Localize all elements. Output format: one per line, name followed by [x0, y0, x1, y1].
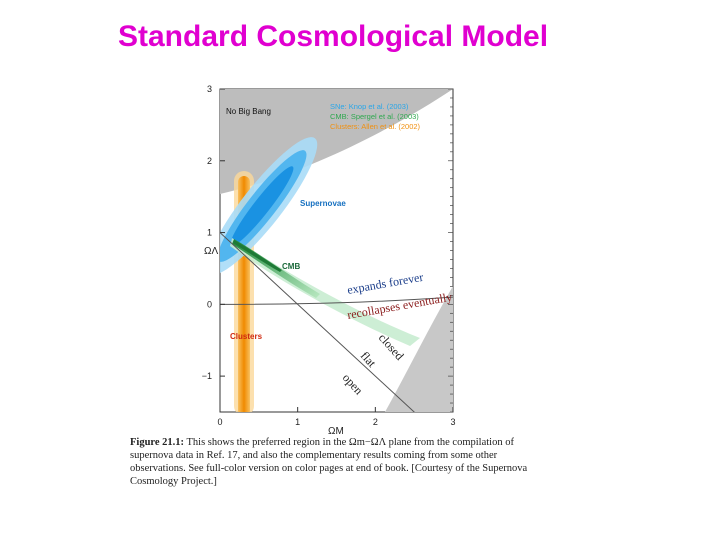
y-tick-label: 0 — [207, 299, 212, 309]
caption-text: This shows the preferred region in the Ω… — [130, 437, 528, 487]
legend-entry-sne: SNe: Knop et al. (2003) — [330, 102, 409, 111]
x-tick-label: 2 — [373, 417, 378, 427]
y-tick-label: −1 — [202, 371, 212, 381]
x-tick-label: 3 — [450, 417, 455, 427]
legend-entry-cmb: CMB: Spergel et al. (2003) — [330, 112, 419, 121]
y-axis: 3 2 1 0 −1 — [202, 84, 225, 381]
y-tick-label: 2 — [207, 156, 212, 166]
expansion-boundary-line — [220, 296, 453, 305]
no-big-bang-label: No Big Bang — [226, 107, 271, 116]
figure-caption: Figure 21.1: This shows the preferred re… — [130, 436, 530, 488]
clusters-label: Clusters — [230, 332, 263, 341]
y-tick-label: 3 — [207, 84, 212, 94]
right-minor-ticks — [448, 88, 453, 413]
slide-title: Standard Cosmological Model — [118, 20, 549, 53]
supernovae-label: Supernovae — [300, 199, 346, 208]
flat-boundary-line — [220, 232, 415, 412]
cmb-contours — [230, 238, 420, 346]
cmb-label: CMB — [282, 262, 300, 271]
caption-lead: Figure 21.1: — [130, 437, 185, 448]
x-axis: 0 1 2 3 — [217, 407, 456, 427]
x-tick-label: 1 — [295, 417, 300, 427]
x-tick-label: 0 — [217, 417, 222, 427]
lower-right-region — [385, 286, 453, 412]
x-axis-title: ΩM — [328, 426, 344, 436]
legend: SNe: Knop et al. (2003) CMB: Spergel et … — [330, 102, 421, 131]
y-tick-label: 1 — [207, 228, 212, 238]
legend-entry-clusters: Clusters: Allen et al. (2002) — [330, 122, 421, 131]
y-axis-title: ΩΛ — [204, 246, 218, 257]
cosmology-contour-chart: 3 2 1 0 −1 0 1 2 3 ΩΛ ΩM SNe: Knop et al. (2003… — [202, 84, 456, 436]
